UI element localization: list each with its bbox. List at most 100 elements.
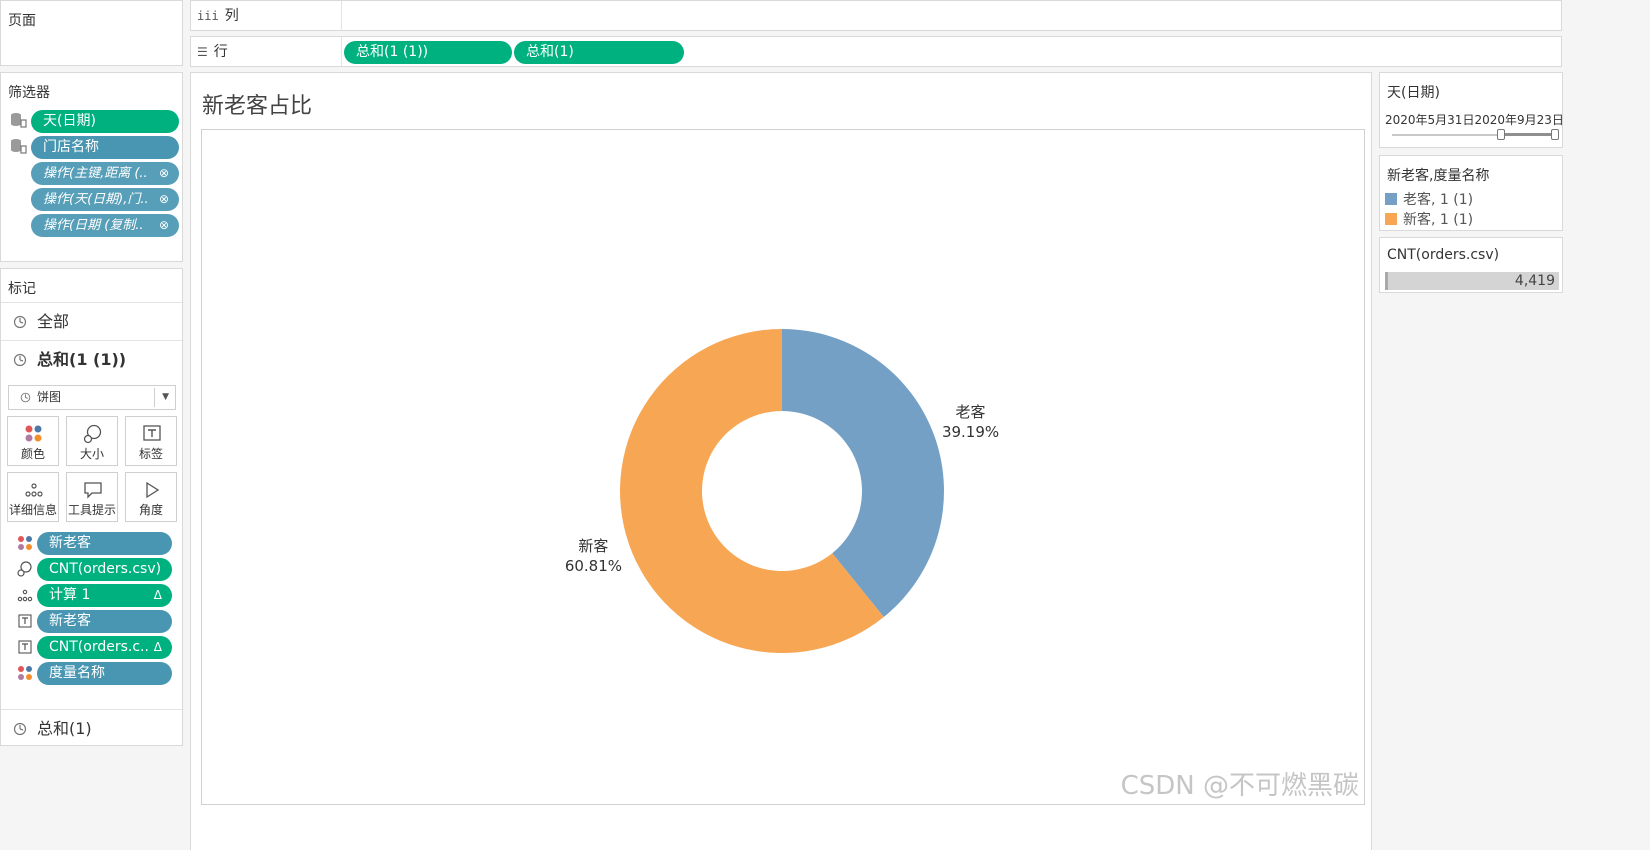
- pie-clock-icon: [20, 392, 31, 403]
- filter-pill-action-3-label: 操作(日期 (复制..: [43, 218, 144, 233]
- marks-active-row[interactable]: 总和(1 (1)): [1, 340, 184, 378]
- filter-pill-action-1-label: 操作(主键,距离 (..: [43, 166, 148, 181]
- size-button[interactable]: 大小: [66, 416, 118, 466]
- detail-button-label: 详细信息: [8, 503, 57, 517]
- mark-field-measure-names[interactable]: 度量名称: [37, 662, 172, 685]
- donut-label-name: 新客: [578, 536, 609, 555]
- delta-icon: Δ: [153, 588, 162, 602]
- chevron-down-icon: ▼: [162, 392, 169, 402]
- detail-icon: [25, 483, 43, 497]
- legend-item-new-customer[interactable]: 新客, 1 (1): [1385, 211, 1473, 229]
- columns-shelf-divider: [341, 1, 342, 30]
- dropdown-divider: [154, 388, 155, 407]
- filter-pill-action-2[interactable]: 操作(天(日期),门.. ⊗: [31, 188, 179, 211]
- mark-field-cnt-orders-size[interactable]: CNT(orders.csv): [37, 558, 172, 581]
- text-label-icon: [18, 614, 32, 628]
- filter-pill-action-1[interactable]: 操作(主键,距离 (.. ⊗: [31, 162, 179, 185]
- date-slider-range: [1501, 133, 1556, 136]
- link-icon: ⊗: [158, 192, 169, 206]
- legend-swatch-new: [1385, 213, 1397, 225]
- donut-label-percent: 39.19%: [941, 423, 1000, 442]
- database-icon: [11, 139, 27, 154]
- legend-label-old: 老客, 1 (1): [1403, 192, 1474, 208]
- color-dots-icon: [18, 536, 32, 550]
- mark-type-label: 饼图: [37, 390, 62, 404]
- link-icon: ⊗: [158, 218, 169, 232]
- tooltip-button[interactable]: 工具提示: [66, 472, 118, 522]
- size-icon: [17, 561, 32, 577]
- rows-shelf-divider: [341, 37, 342, 66]
- mark-field-calc-1-label: 计算 1: [49, 587, 91, 603]
- legend-item-old-customer[interactable]: 老客, 1 (1): [1385, 191, 1473, 209]
- marks-other-label: 总和(1): [37, 719, 92, 738]
- size-legend-value: 4,419: [1514, 273, 1555, 289]
- marks-active-label: 总和(1 (1)): [37, 350, 127, 369]
- filters-shelf[interactable]: 筛选器 天(日期) 门店名称 操作(主键,距离 (.. ⊗ 操作(天(日期),门…: [0, 72, 183, 262]
- angle-icon: [146, 481, 160, 499]
- text-label-icon: [18, 640, 32, 654]
- marks-card: 标记 全部 总和(1 (1)) 饼图 ▼ 颜色 大小 标签 详细信息 工具提示 …: [0, 268, 184, 747]
- pie-clock-icon: [13, 315, 27, 329]
- size-legend-card: CNT(orders.csv) 4,419: [1379, 237, 1563, 293]
- marks-all-label: 全部: [37, 312, 70, 331]
- link-icon: ⊗: [158, 166, 169, 180]
- columns-icon: iii: [197, 9, 219, 23]
- filter-pill-day-date[interactable]: 天(日期): [31, 110, 179, 133]
- date-filter-title: 天(日期): [1387, 85, 1440, 101]
- columns-label-text: 列: [224, 8, 239, 24]
- mark-field-calc-1[interactable]: 计算 1 Δ: [37, 584, 172, 607]
- mark-field-cnt-orders-label-text: CNT(orders.c..: [49, 639, 149, 655]
- columns-shelf-label: iii 列: [197, 1, 239, 31]
- date-slider-track[interactable]: [1392, 134, 1557, 136]
- date-slider-end-handle[interactable]: [1551, 129, 1559, 140]
- mark-field-new-old-label[interactable]: 新老客: [37, 610, 172, 633]
- donut-label-name: 老客: [955, 403, 986, 422]
- size-legend-title: CNT(orders.csv): [1387, 247, 1500, 263]
- color-button[interactable]: 颜色: [7, 416, 59, 466]
- date-slider-start-handle[interactable]: [1497, 129, 1505, 140]
- chart-pane[interactable]: [201, 129, 1365, 805]
- color-legend-title: 新老客,度量名称: [1387, 168, 1490, 184]
- legend-swatch-old: [1385, 193, 1397, 205]
- color-dots-icon: [25, 425, 42, 442]
- angle-button[interactable]: 角度: [125, 472, 177, 522]
- delta-icon: Δ: [153, 640, 162, 654]
- filter-pill-action-3[interactable]: 操作(日期 (复制.. ⊗: [31, 214, 179, 237]
- watermark: CSDN @不可燃黑碳: [1120, 771, 1359, 801]
- filter-pill-store-name[interactable]: 门店名称: [31, 136, 179, 159]
- donut-slice-old-customer[interactable]: [782, 329, 945, 618]
- donut-label-percent: 60.81%: [564, 556, 623, 575]
- rows-pill-sum-1-1[interactable]: 总和(1 (1)): [344, 41, 512, 64]
- columns-shelf[interactable]: iii 列: [190, 0, 1562, 31]
- detail-icon: [17, 589, 33, 602]
- pie-clock-icon: [13, 353, 27, 367]
- angle-button-label: 角度: [138, 503, 163, 517]
- label-button[interactable]: 标签: [125, 416, 177, 466]
- pages-shelf[interactable]: 页面: [0, 0, 183, 66]
- mark-field-cnt-orders-label[interactable]: CNT(orders.c.. Δ: [37, 636, 172, 659]
- marks-title: 标记: [8, 281, 36, 297]
- rows-shelf[interactable]: ☰ 行 总和(1 (1)) 总和(1): [190, 36, 1562, 67]
- donut-slice-new-customer[interactable]: [620, 329, 884, 653]
- color-dots-icon: [18, 666, 32, 680]
- size-button-label: 大小: [79, 447, 104, 461]
- rows-pill-sum-1[interactable]: 总和(1): [514, 41, 684, 64]
- size-legend-bar: 4,419: [1385, 272, 1559, 290]
- size-icon: [83, 424, 102, 444]
- date-filter-card: 天(日期) 2020年5月31日2020年9月23日: [1379, 72, 1564, 148]
- mark-field-new-old-color[interactable]: 新老客: [37, 532, 172, 555]
- mark-type-dropdown[interactable]: 饼图 ▼: [8, 385, 176, 410]
- text-label-icon: [143, 425, 161, 441]
- tooltip-icon: [84, 482, 102, 499]
- date-filter-range: 2020年5月31日2020年9月23日: [1385, 113, 1564, 127]
- filters-title: 筛选器: [8, 85, 50, 101]
- pages-shelf-title: 页面: [8, 13, 36, 29]
- rows-shelf-label: ☰ 行: [197, 37, 228, 67]
- worksheet-title: 新老客占比: [202, 94, 313, 119]
- pie-clock-icon: [13, 722, 27, 736]
- detail-button[interactable]: 详细信息: [7, 472, 59, 522]
- database-icon: [11, 113, 27, 128]
- marks-all-row[interactable]: 全部: [1, 302, 184, 340]
- donut-chart[interactable]: [191, 73, 1373, 813]
- marks-other-row[interactable]: 总和(1): [1, 709, 184, 747]
